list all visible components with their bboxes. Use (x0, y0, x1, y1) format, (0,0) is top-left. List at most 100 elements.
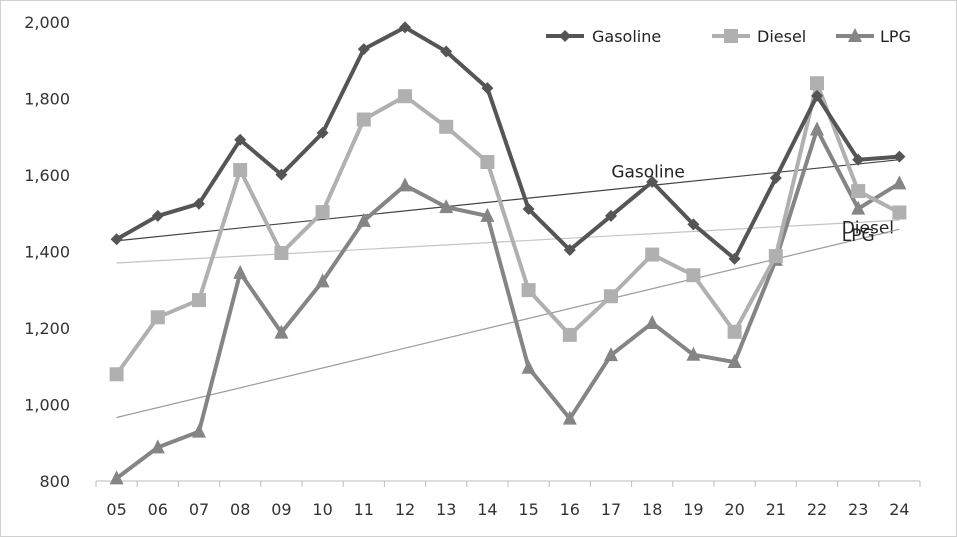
x-tick-label: 15 (518, 500, 538, 519)
data-point-gasoline (605, 209, 617, 222)
data-point-gasoline (769, 172, 782, 185)
data-point-gasoline (893, 150, 906, 163)
data-point-diesel (398, 89, 412, 104)
data-point-diesel (439, 119, 454, 134)
series-diesel (109, 76, 907, 382)
x-tick-label: 16 (560, 500, 580, 519)
data-point-diesel (315, 205, 330, 220)
series-lpg (109, 121, 907, 485)
data-point-lpg (892, 175, 907, 190)
y-tick-label: 2,000 (24, 13, 70, 32)
y-tick-label: 800 (39, 472, 70, 491)
data-point-gasoline (193, 197, 205, 210)
legend-label-lpg: LPG (880, 27, 911, 46)
data-point-lpg (521, 359, 536, 374)
data-point-diesel (233, 163, 248, 178)
x-tick-label: 20 (724, 500, 744, 519)
x-tick-label: 05 (106, 500, 126, 519)
x-tick-label: 17 (601, 500, 621, 519)
data-point-lpg (439, 199, 454, 214)
y-tick-label: 1,800 (24, 90, 70, 109)
data-point-gasoline (563, 243, 576, 256)
data-point-gasoline (440, 45, 453, 58)
x-tick-label: 18 (642, 500, 662, 519)
trendline-diesel (116, 219, 900, 264)
data-point-diesel (645, 247, 660, 262)
data-point-lpg (727, 354, 742, 369)
data-point-diesel (851, 184, 866, 199)
data-point-lpg (851, 200, 866, 215)
data-point-gasoline (151, 209, 164, 222)
legend-label-gasoline: Gasoline (592, 27, 661, 46)
legend-label-diesel: Diesel (757, 27, 806, 46)
data-point-gasoline (481, 82, 494, 95)
data-point-gasoline (811, 89, 823, 102)
data-point-lpg (356, 212, 371, 227)
x-tick-label: 23 (848, 500, 868, 519)
trendline-gasoline (116, 159, 900, 242)
data-point-lpg (480, 207, 495, 222)
data-point-lpg (233, 264, 248, 279)
data-point-gasoline (852, 153, 865, 166)
data-point-gasoline (234, 133, 247, 146)
y-tick-label: 1,000 (24, 396, 70, 415)
x-tick-label: 07 (189, 500, 209, 519)
data-point-diesel (604, 289, 618, 304)
data-point-gasoline (316, 126, 329, 139)
x-tick-label: 21 (766, 500, 786, 519)
data-point-lpg (274, 324, 289, 339)
x-tick-label: 14 (477, 500, 497, 519)
data-point-diesel (562, 327, 577, 342)
data-point-gasoline (646, 175, 659, 188)
x-tick-label: 10 (312, 500, 332, 519)
data-point-diesel (109, 367, 124, 382)
legend-marker-lpg (848, 28, 862, 42)
x-tick-label: 22 (807, 500, 827, 519)
data-point-lpg (192, 423, 206, 438)
data-point-lpg (810, 121, 824, 136)
data-point-lpg (686, 346, 701, 361)
series-gasoline (110, 21, 906, 265)
data-point-lpg (604, 347, 618, 362)
data-point-gasoline (357, 43, 370, 56)
y-tick-label: 1,200 (24, 319, 70, 338)
data-point-lpg (150, 439, 165, 454)
x-tick-label: 06 (148, 500, 168, 519)
x-tick-label: 12 (395, 500, 415, 519)
series-line-gasoline (115, 25, 900, 261)
x-tick-label: 11 (354, 500, 374, 519)
data-point-diesel (150, 310, 165, 325)
x-tick-label: 24 (889, 500, 909, 519)
data-point-lpg (562, 410, 577, 425)
data-point-gasoline (110, 233, 123, 246)
data-point-gasoline (399, 21, 411, 34)
data-point-gasoline (522, 203, 535, 216)
data-point-gasoline (687, 218, 700, 231)
series-line-lpg (115, 127, 901, 480)
data-point-diesel (521, 283, 536, 298)
series-layer (109, 21, 907, 485)
x-tick-label: 19 (683, 500, 703, 519)
y-tick-label: 1,400 (24, 243, 70, 262)
trendline-label-lpg: LPG (842, 226, 875, 246)
series-line-diesel (114, 81, 901, 376)
trendline-label-gasoline: Gasoline (611, 163, 685, 183)
data-point-diesel (810, 76, 824, 91)
data-point-gasoline (728, 252, 741, 265)
data-point-diesel (686, 268, 701, 283)
axis-layer: 05 06 07 08 09 10 11 12 13 14 15 16 17 18 19 20 21 22 23 24… (24, 13, 921, 519)
data-point-lpg (109, 470, 124, 485)
data-point-gasoline (275, 168, 288, 181)
data-point-lpg (398, 177, 412, 192)
data-point-diesel (768, 249, 783, 264)
y-tick-label: 1,600 (24, 166, 70, 185)
data-point-diesel (892, 205, 907, 220)
x-tick-label: 09 (271, 500, 291, 519)
x-tick-label: 08 (230, 500, 250, 519)
data-point-diesel (480, 154, 495, 169)
legend: Gasoline Diesel LPG (546, 27, 911, 46)
data-point-diesel (356, 112, 371, 127)
data-point-diesel (727, 324, 742, 339)
